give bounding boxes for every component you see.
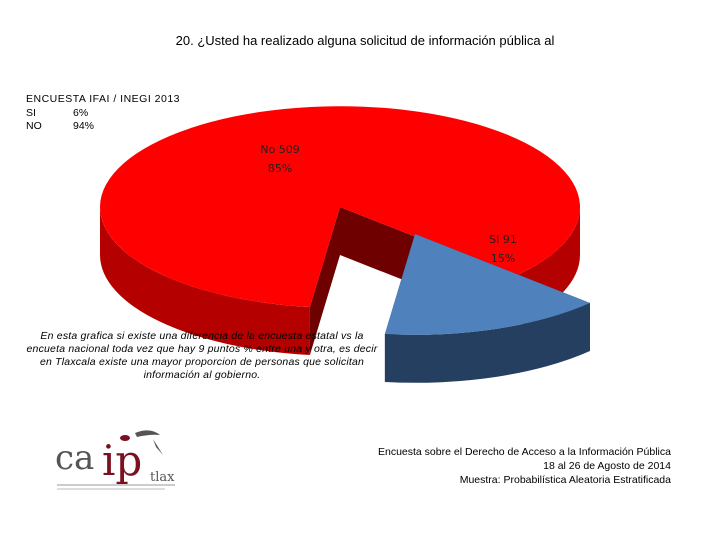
slice-label-no-percent: 85% [268, 162, 292, 175]
pie-slice-no-top [99, 106, 580, 308]
survey-footer: Encuesta sobre el Derecho de Acceso a la… [378, 445, 671, 487]
logo-quill-icon [153, 439, 163, 455]
caip-logo: ca ip tlax [55, 430, 175, 490]
survey-row-value: 6% [73, 106, 89, 119]
logo-eye-icon [120, 435, 130, 441]
pie-slice-no-side [100, 207, 310, 356]
footer-sample: Muestra: Probabilística Aleatoria Estrat… [459, 474, 671, 486]
logo-tlax-text: tlax [150, 470, 175, 485]
survey-row-label: SI [26, 106, 36, 119]
footer-survey-name: Encuesta sobre el Derecho de Acceso a la… [377, 446, 671, 458]
analysis-note: En esta grafica si existe una diferencia… [26, 330, 378, 381]
slice-label-no-count: No 509 [260, 143, 299, 156]
logo-ip-text: ip [102, 436, 142, 485]
national-survey-box: ENCUESTA IFAI / INEGI 2013 SI 6% NO 94% [26, 93, 180, 134]
footer-dates: 18 al 26 de Agosto de 2014 [543, 460, 671, 472]
survey-heading: ENCUESTA IFAI / INEGI 2013 [26, 93, 181, 105]
slice-label-si-percent: 15% [491, 252, 515, 265]
survey-row-si: SI 6% [26, 107, 180, 121]
pie-slice-si-top [384, 234, 590, 335]
logo-brow-icon [135, 430, 160, 437]
slice-label-si-count: SI 91 [489, 233, 517, 246]
logo-ca-text: ca [55, 438, 94, 478]
survey-row-label: NO [26, 120, 42, 132]
survey-row-value: 94% [73, 120, 95, 132]
pie-slice-si-side [384, 303, 590, 383]
survey-row-no: NO 94% [26, 120, 180, 134]
pie-slice-no-inner-wall [309, 207, 340, 356]
chart-title: 20. ¿Usted ha realizado alguna solicitud… [175, 33, 555, 48]
